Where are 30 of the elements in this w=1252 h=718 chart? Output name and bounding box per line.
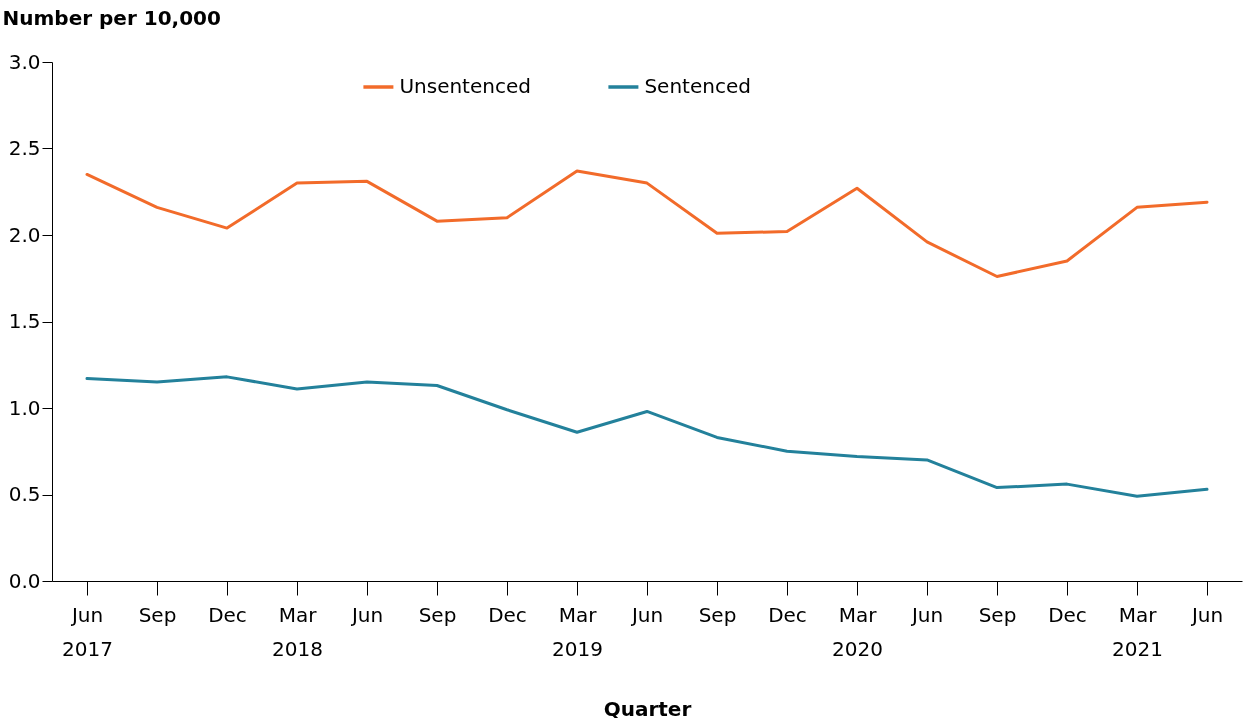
line-series [85,375,1209,498]
line-series [85,169,1209,279]
x-tick-label: Sep [698,602,737,627]
legend-label: Sentenced [644,74,751,98]
x-tick-label: Jun [349,602,384,627]
x-tick-label: Dec [768,602,807,627]
x-tick-label: Dec [1048,602,1087,627]
x-tick-label: Sep [978,602,1017,627]
y-tick-label: 0.0 [8,568,41,593]
y-tick-label: 0.5 [8,482,41,506]
x-tick-label: Jun [909,602,944,627]
x-tick-label: Jun 2017 [62,602,113,661]
x-tick-label: Mar 2018 [272,602,323,661]
x-tick-label: Mar 2021 [1112,602,1163,661]
x-tick-label: Sep [418,602,457,627]
y-tick-label: 3.0 [8,49,41,74]
y-axis-title: Number per 10,000 [2,5,221,30]
x-tick-label: Dec [488,602,527,627]
y-tick-label: 2.0 [8,222,41,247]
x-tick-label: Dec [208,602,247,627]
legend-label: Unsentenced [399,74,531,98]
x-tick-label: Mar 2020 [832,602,883,661]
x-axis-title: Quarter [603,696,692,718]
x-tick-label: Jun [629,602,664,627]
y-tick-label: 1.0 [8,395,41,420]
x-tick-label: Mar 2019 [552,602,603,661]
y-tick-label: 1.5 [8,309,41,333]
x-tick-label: Sep [138,602,177,627]
y-tick-label: 2.5 [8,136,41,160]
x-tick-label: Jun [1189,602,1224,627]
